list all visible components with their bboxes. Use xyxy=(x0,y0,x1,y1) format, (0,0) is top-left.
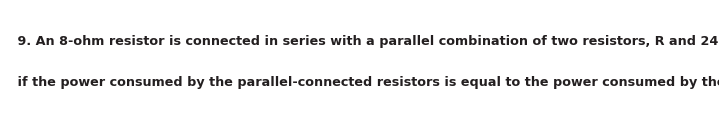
Text: 9. An 8-ohm resistor is connected in series with a parallel combination of two r: 9. An 8-ohm resistor is connected in ser… xyxy=(13,35,719,48)
Text: if the power consumed by the parallel-connected resistors is equal to the power : if the power consumed by the parallel-co… xyxy=(13,76,719,89)
